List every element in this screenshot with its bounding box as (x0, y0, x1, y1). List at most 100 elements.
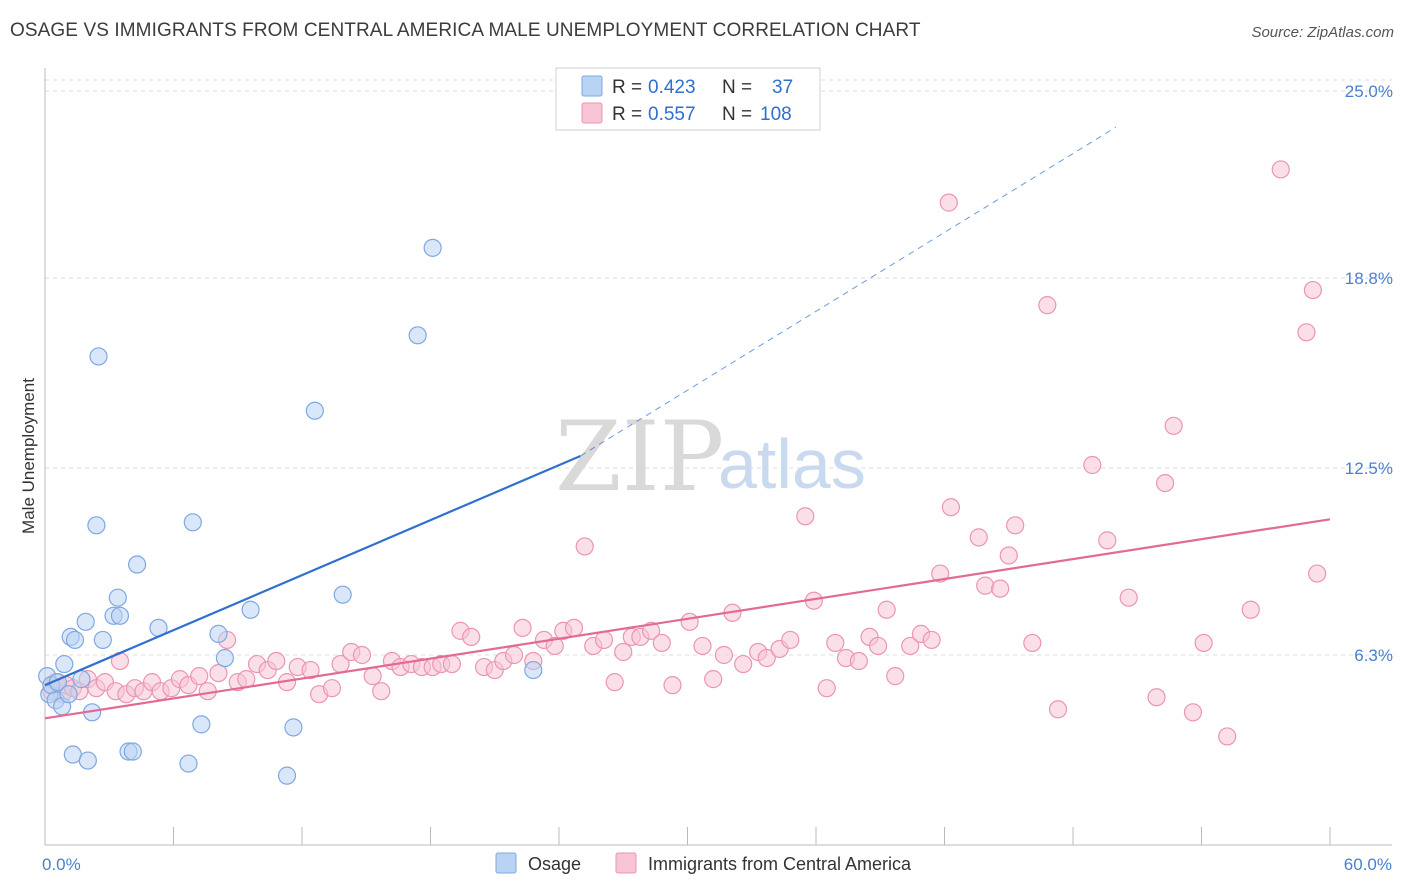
osage-point (65, 630, 85, 650)
bottom-legend-label-osage: Osage (528, 854, 581, 874)
central-america-point (641, 621, 661, 640)
correlation-legend: R = 0.423 N = 37 R = 0.557 N = 108 (555, 67, 821, 131)
y-tick-label: 25.0% (1345, 82, 1393, 101)
central-america-point (1183, 703, 1203, 722)
central-america-point (513, 618, 532, 637)
osage-trend-line (44, 454, 581, 687)
central-america-point (575, 537, 594, 556)
central-america-point (1308, 564, 1327, 583)
legend-r-value-central-america: 0.557 (648, 104, 696, 125)
central-america-point (209, 663, 228, 683)
central-america-point (605, 673, 624, 692)
osage-point (333, 585, 352, 604)
y-tick-label: 18.8% (1345, 269, 1393, 288)
legend-n-value-central-america: 108 (760, 104, 792, 125)
series-legend: Osage Immigrants from Central America (495, 852, 912, 874)
x-tick-label-min: 0.0% (42, 855, 81, 874)
central-america-point (1119, 588, 1138, 607)
central-america-point (796, 507, 815, 526)
central-america-point (877, 600, 896, 619)
central-america-point (652, 633, 671, 653)
central-america-point (1164, 416, 1183, 435)
x-tick-label-max: 60.0% (1344, 855, 1392, 874)
central-america-point (734, 654, 753, 674)
central-america-point (363, 667, 382, 686)
central-america-point (781, 630, 800, 650)
central-america-point (931, 564, 950, 583)
central-america-point (1303, 280, 1322, 300)
central-america-point (941, 498, 961, 517)
grid-lines (45, 79, 1392, 656)
osage-point (76, 612, 95, 631)
central-america-point (969, 528, 988, 547)
central-america-point (1194, 633, 1213, 653)
osage-point (192, 715, 211, 734)
central-america-trend-line (44, 518, 1331, 720)
central-america-point (1155, 473, 1175, 493)
legend-n-value-osage: 37 (772, 77, 793, 98)
bottom-legend-swatch-central-america (615, 852, 637, 874)
central-america-point (1218, 727, 1237, 746)
data-points (38, 160, 1327, 785)
central-america-point (504, 645, 524, 665)
osage-point (241, 600, 260, 619)
osage-point (524, 660, 543, 680)
central-america-point (999, 546, 1018, 565)
central-america-point (991, 579, 1010, 598)
legend-n-label-central-america: N = (722, 104, 752, 125)
x-tick-labels: 0.0% 60.0% (42, 855, 1392, 874)
osage-point (55, 654, 74, 674)
chart-source: Source: ZipAtlas.com (1251, 24, 1394, 41)
osage-point (108, 588, 127, 607)
legend-swatch-central-america (581, 102, 603, 124)
central-america-point (1147, 688, 1166, 707)
osage-point (59, 685, 78, 704)
central-america-point (886, 667, 905, 686)
central-america-point (1241, 600, 1260, 619)
osage-point (123, 742, 142, 761)
bottom-legend-swatch-osage (495, 852, 517, 874)
central-america-point (922, 630, 941, 650)
watermark: ZIP atlas (555, 401, 866, 513)
central-america-point (663, 676, 682, 695)
legend-swatch-osage (581, 75, 603, 97)
legend-n-label-osage: N = (722, 77, 752, 98)
central-america-point (680, 612, 699, 631)
trend-lines (44, 126, 1331, 720)
bottom-legend-label-central-america: Immigrants from Central America (648, 854, 912, 874)
central-america-point (614, 642, 633, 662)
central-america-point (267, 651, 286, 671)
central-america-point (564, 618, 584, 637)
central-america-point (190, 667, 209, 686)
central-america-point (869, 636, 888, 656)
central-america-point (462, 627, 481, 647)
central-america-point (817, 679, 836, 698)
y-tick-label: 6.3% (1354, 646, 1393, 665)
central-america-point (704, 670, 723, 689)
central-america-point (352, 645, 372, 665)
central-america-point (1038, 296, 1057, 315)
y-axis-label: Male Unemployment (19, 378, 38, 534)
legend-r-value-osage: 0.423 (648, 77, 696, 98)
central-america-point (301, 660, 320, 680)
central-america-point (976, 576, 995, 595)
central-america-point (237, 670, 256, 689)
watermark-atlas: atlas (718, 425, 866, 503)
osage-point (408, 326, 427, 345)
central-america-point (594, 630, 614, 650)
central-america-point (372, 682, 391, 701)
osage-point (87, 516, 106, 535)
osage-point (179, 754, 198, 773)
central-america-point (693, 636, 712, 656)
central-america-point (901, 636, 920, 656)
legend-r-label-osage: R = (612, 77, 642, 98)
osage-point (183, 513, 202, 532)
y-tick-labels: 6.3% 12.5% 18.8% 25.0% (1345, 82, 1393, 665)
central-america-point (849, 651, 868, 671)
central-america-point (1083, 455, 1102, 475)
osage-point (423, 238, 442, 257)
osage-point (93, 630, 112, 650)
osage-point (209, 624, 228, 643)
central-america-point (714, 645, 734, 665)
osage-point (110, 606, 130, 625)
